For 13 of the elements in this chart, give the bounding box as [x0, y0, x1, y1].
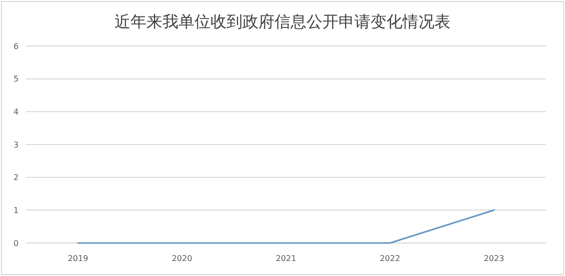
- y-tick-label: 3: [13, 140, 19, 150]
- y-tick-label: 6: [13, 42, 19, 51]
- y-tick-label: 4: [13, 107, 19, 116]
- x-tick-label: 2019: [68, 254, 88, 263]
- x-tick-label: 2022: [380, 254, 400, 263]
- x-tick-label: 2021: [276, 254, 296, 263]
- y-tick-label: 1: [13, 206, 19, 215]
- x-tick-label: 2020: [172, 254, 192, 263]
- y-tick-label: 0: [13, 238, 19, 248]
- chart-title: 近年来我单位收到政府信息公开申请变化情况表: [114, 12, 450, 31]
- y-tick-label: 2: [13, 173, 19, 182]
- y-tick-label: 5: [13, 74, 19, 84]
- x-tick-label: 2023: [484, 254, 504, 263]
